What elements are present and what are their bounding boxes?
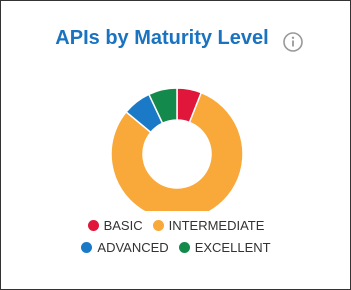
legend: BASIC INTERMEDIATE ADVANCED EXCELLENT	[61, 217, 291, 255]
chart-title: APIs by Maturity Level	[55, 27, 269, 49]
donut-chart	[110, 87, 244, 211]
legend-item[interactable]: BASIC	[87, 217, 143, 233]
legend-label: BASIC	[103, 217, 143, 233]
legend-item[interactable]: INTERMEDIATE	[152, 217, 265, 233]
legend-swatch	[152, 219, 164, 231]
legend-item[interactable]: EXCELLENT	[178, 239, 271, 255]
info-icon[interactable]	[282, 31, 304, 53]
legend-item[interactable]: ADVANCED	[81, 239, 169, 255]
legend-label: INTERMEDIATE	[168, 217, 265, 233]
legend-swatch	[178, 241, 190, 253]
legend-label: ADVANCED	[97, 239, 169, 255]
legend-swatch	[81, 241, 93, 253]
legend-swatch	[87, 219, 99, 231]
donut-segment[interactable]	[147, 87, 178, 125]
legend-label: EXCELLENT	[194, 239, 271, 255]
donut-segment[interactable]	[110, 91, 244, 211]
